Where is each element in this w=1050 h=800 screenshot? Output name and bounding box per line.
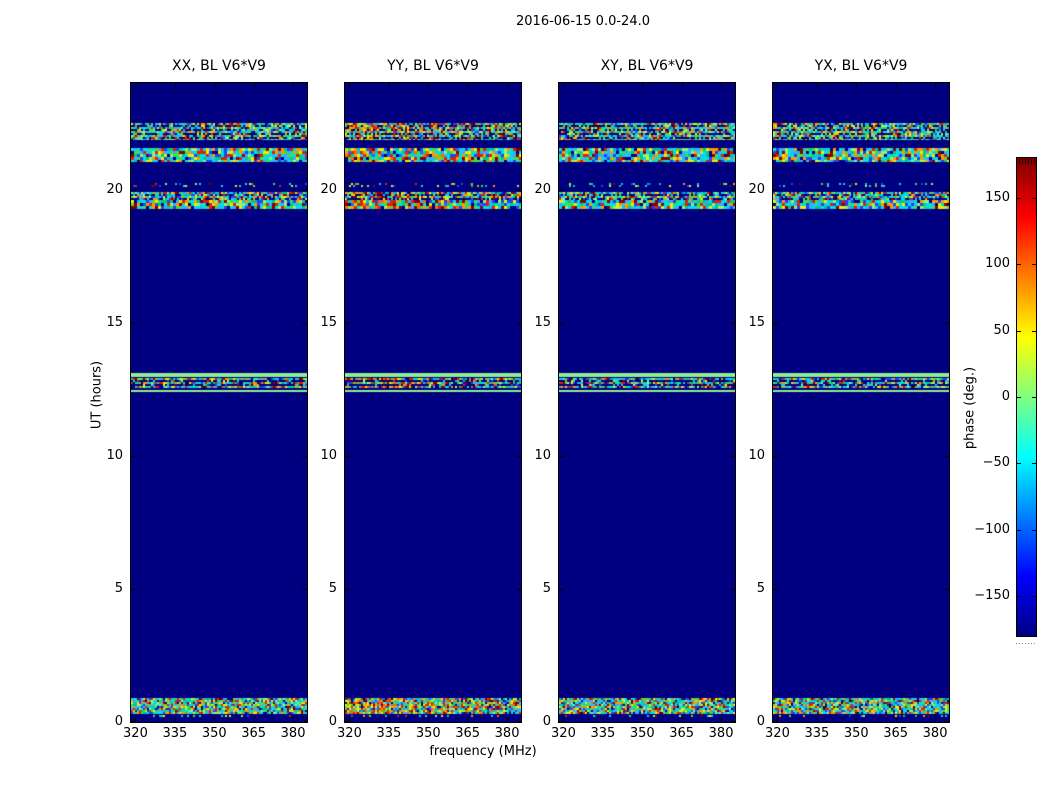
x-tick-label: 320 — [337, 726, 362, 741]
heatmap-canvas-xy — [559, 83, 735, 722]
x-tick-label: 335 — [162, 726, 188, 741]
colorbar-tick — [1017, 596, 1021, 598]
colorbar-tick — [1017, 463, 1021, 465]
y-tick-label: 0 — [114, 714, 123, 729]
colorbar-tick — [1017, 529, 1021, 531]
colorbar-gradient — [1017, 158, 1036, 636]
y-tick-label: 20 — [748, 181, 765, 197]
colorbar-top-hatch — [1031, 159, 1032, 164]
x-tick-label: 365 — [883, 726, 909, 741]
colorbar-bottom-dots — [1031, 643, 1032, 644]
colorbar-tick-label: 0 — [1001, 389, 1010, 404]
figure-title: 2016-06-15 0.0-24.0 — [516, 14, 650, 29]
heatmap-panel-yy — [344, 82, 522, 723]
colorbar-bottom-dots — [1022, 643, 1023, 644]
heatmap-canvas-yy — [345, 83, 521, 722]
colorbar-bottom-dots — [1028, 643, 1029, 644]
x-tick-label: 350 — [843, 726, 869, 741]
x-tick-label: 350 — [415, 726, 441, 741]
x-tick-label: 335 — [376, 726, 402, 741]
x-tick-label: 335 — [804, 726, 830, 741]
colorbar-top-hatch — [1034, 159, 1035, 164]
x-tick-label: 320 — [551, 726, 576, 741]
colorbar-top-hatch — [1022, 159, 1023, 164]
y-tick-label: 15 — [748, 314, 765, 330]
colorbar-bottom-dots — [1034, 643, 1035, 644]
panel-title-yy: YY, BL V6*V9 — [387, 58, 479, 74]
y-tick-label: 5 — [114, 580, 123, 596]
y-tick-label: 0 — [542, 714, 551, 729]
x-tick-label: 350 — [629, 726, 655, 741]
y-tick-label: 10 — [106, 447, 123, 463]
x-axis-label: frequency (MHz) — [429, 744, 537, 759]
y-tick-label: 20 — [106, 181, 123, 197]
colorbar-tick-label: −100 — [974, 521, 1010, 537]
heatmap-canvas-yx — [773, 83, 949, 722]
x-tick-label: 365 — [669, 726, 695, 741]
y-tick-label: 10 — [534, 447, 551, 463]
colorbar-bottom-dots — [1016, 643, 1017, 644]
y-tick-label: 5 — [328, 580, 337, 596]
y-tick-label: 15 — [534, 314, 551, 330]
colorbar-label: phase (deg.) — [962, 366, 978, 450]
colorbar-top-hatch — [1025, 159, 1026, 164]
y-tick-label: 5 — [756, 580, 765, 596]
heatmap-panel-xx — [130, 82, 308, 723]
x-tick-label: 365 — [455, 726, 481, 741]
colorbar-tick — [1032, 197, 1036, 199]
y-tick-label: 0 — [756, 714, 765, 729]
colorbar-tick — [1017, 197, 1021, 199]
colorbar-bottom-dots — [1025, 643, 1026, 644]
x-tick-label: 380 — [708, 726, 734, 741]
y-tick-label: 20 — [320, 181, 337, 197]
x-tick-label: 320 — [123, 726, 148, 741]
y-tick-label: 5 — [542, 580, 551, 596]
y-tick-label: 15 — [320, 314, 337, 330]
panel-title-yx: YX, BL V6*V9 — [814, 58, 908, 74]
x-tick-label: 365 — [241, 726, 267, 741]
colorbar-tick — [1032, 529, 1036, 531]
heatmap-panel-xy — [558, 82, 736, 723]
x-tick-label: 350 — [201, 726, 227, 741]
y-tick-label: 10 — [320, 447, 337, 463]
colorbar-tick-label: 150 — [985, 189, 1010, 205]
colorbar-tick — [1032, 330, 1036, 332]
colorbar-top-hatch — [1019, 159, 1020, 164]
y-tick-label: 10 — [748, 447, 765, 463]
x-tick-label: 380 — [922, 726, 948, 741]
colorbar-bottom-dots — [1019, 643, 1020, 644]
colorbar-tick — [1032, 264, 1036, 266]
colorbar-tick — [1032, 397, 1036, 398]
panel-title-xy: XY, BL V6*V9 — [600, 58, 694, 74]
colorbar-tick-label: −50 — [982, 455, 1010, 471]
y-axis-label: UT (hours) — [89, 360, 105, 430]
colorbar-tick — [1017, 397, 1021, 398]
heatmap-canvas-xx — [131, 83, 307, 722]
heatmap-panel-yx — [772, 82, 950, 723]
colorbar-tick-label: 50 — [993, 322, 1010, 338]
x-tick-label: 380 — [494, 726, 520, 741]
colorbar — [1016, 157, 1037, 637]
colorbar-tick-label: 100 — [985, 256, 1010, 272]
panel-title-xx: XX, BL V6*V9 — [172, 58, 266, 74]
x-tick-label: 380 — [280, 726, 306, 741]
x-tick-label: 335 — [590, 726, 616, 741]
colorbar-top-hatch — [1028, 159, 1029, 164]
x-tick-label: 320 — [765, 726, 790, 741]
colorbar-tick — [1017, 330, 1021, 332]
colorbar-tick — [1017, 264, 1021, 266]
colorbar-tick — [1032, 596, 1036, 598]
colorbar-tick-label: −150 — [974, 588, 1010, 604]
y-tick-label: 0 — [328, 714, 337, 729]
colorbar-tick — [1032, 463, 1036, 465]
y-tick-label: 15 — [106, 314, 123, 330]
y-tick-label: 20 — [534, 181, 551, 197]
